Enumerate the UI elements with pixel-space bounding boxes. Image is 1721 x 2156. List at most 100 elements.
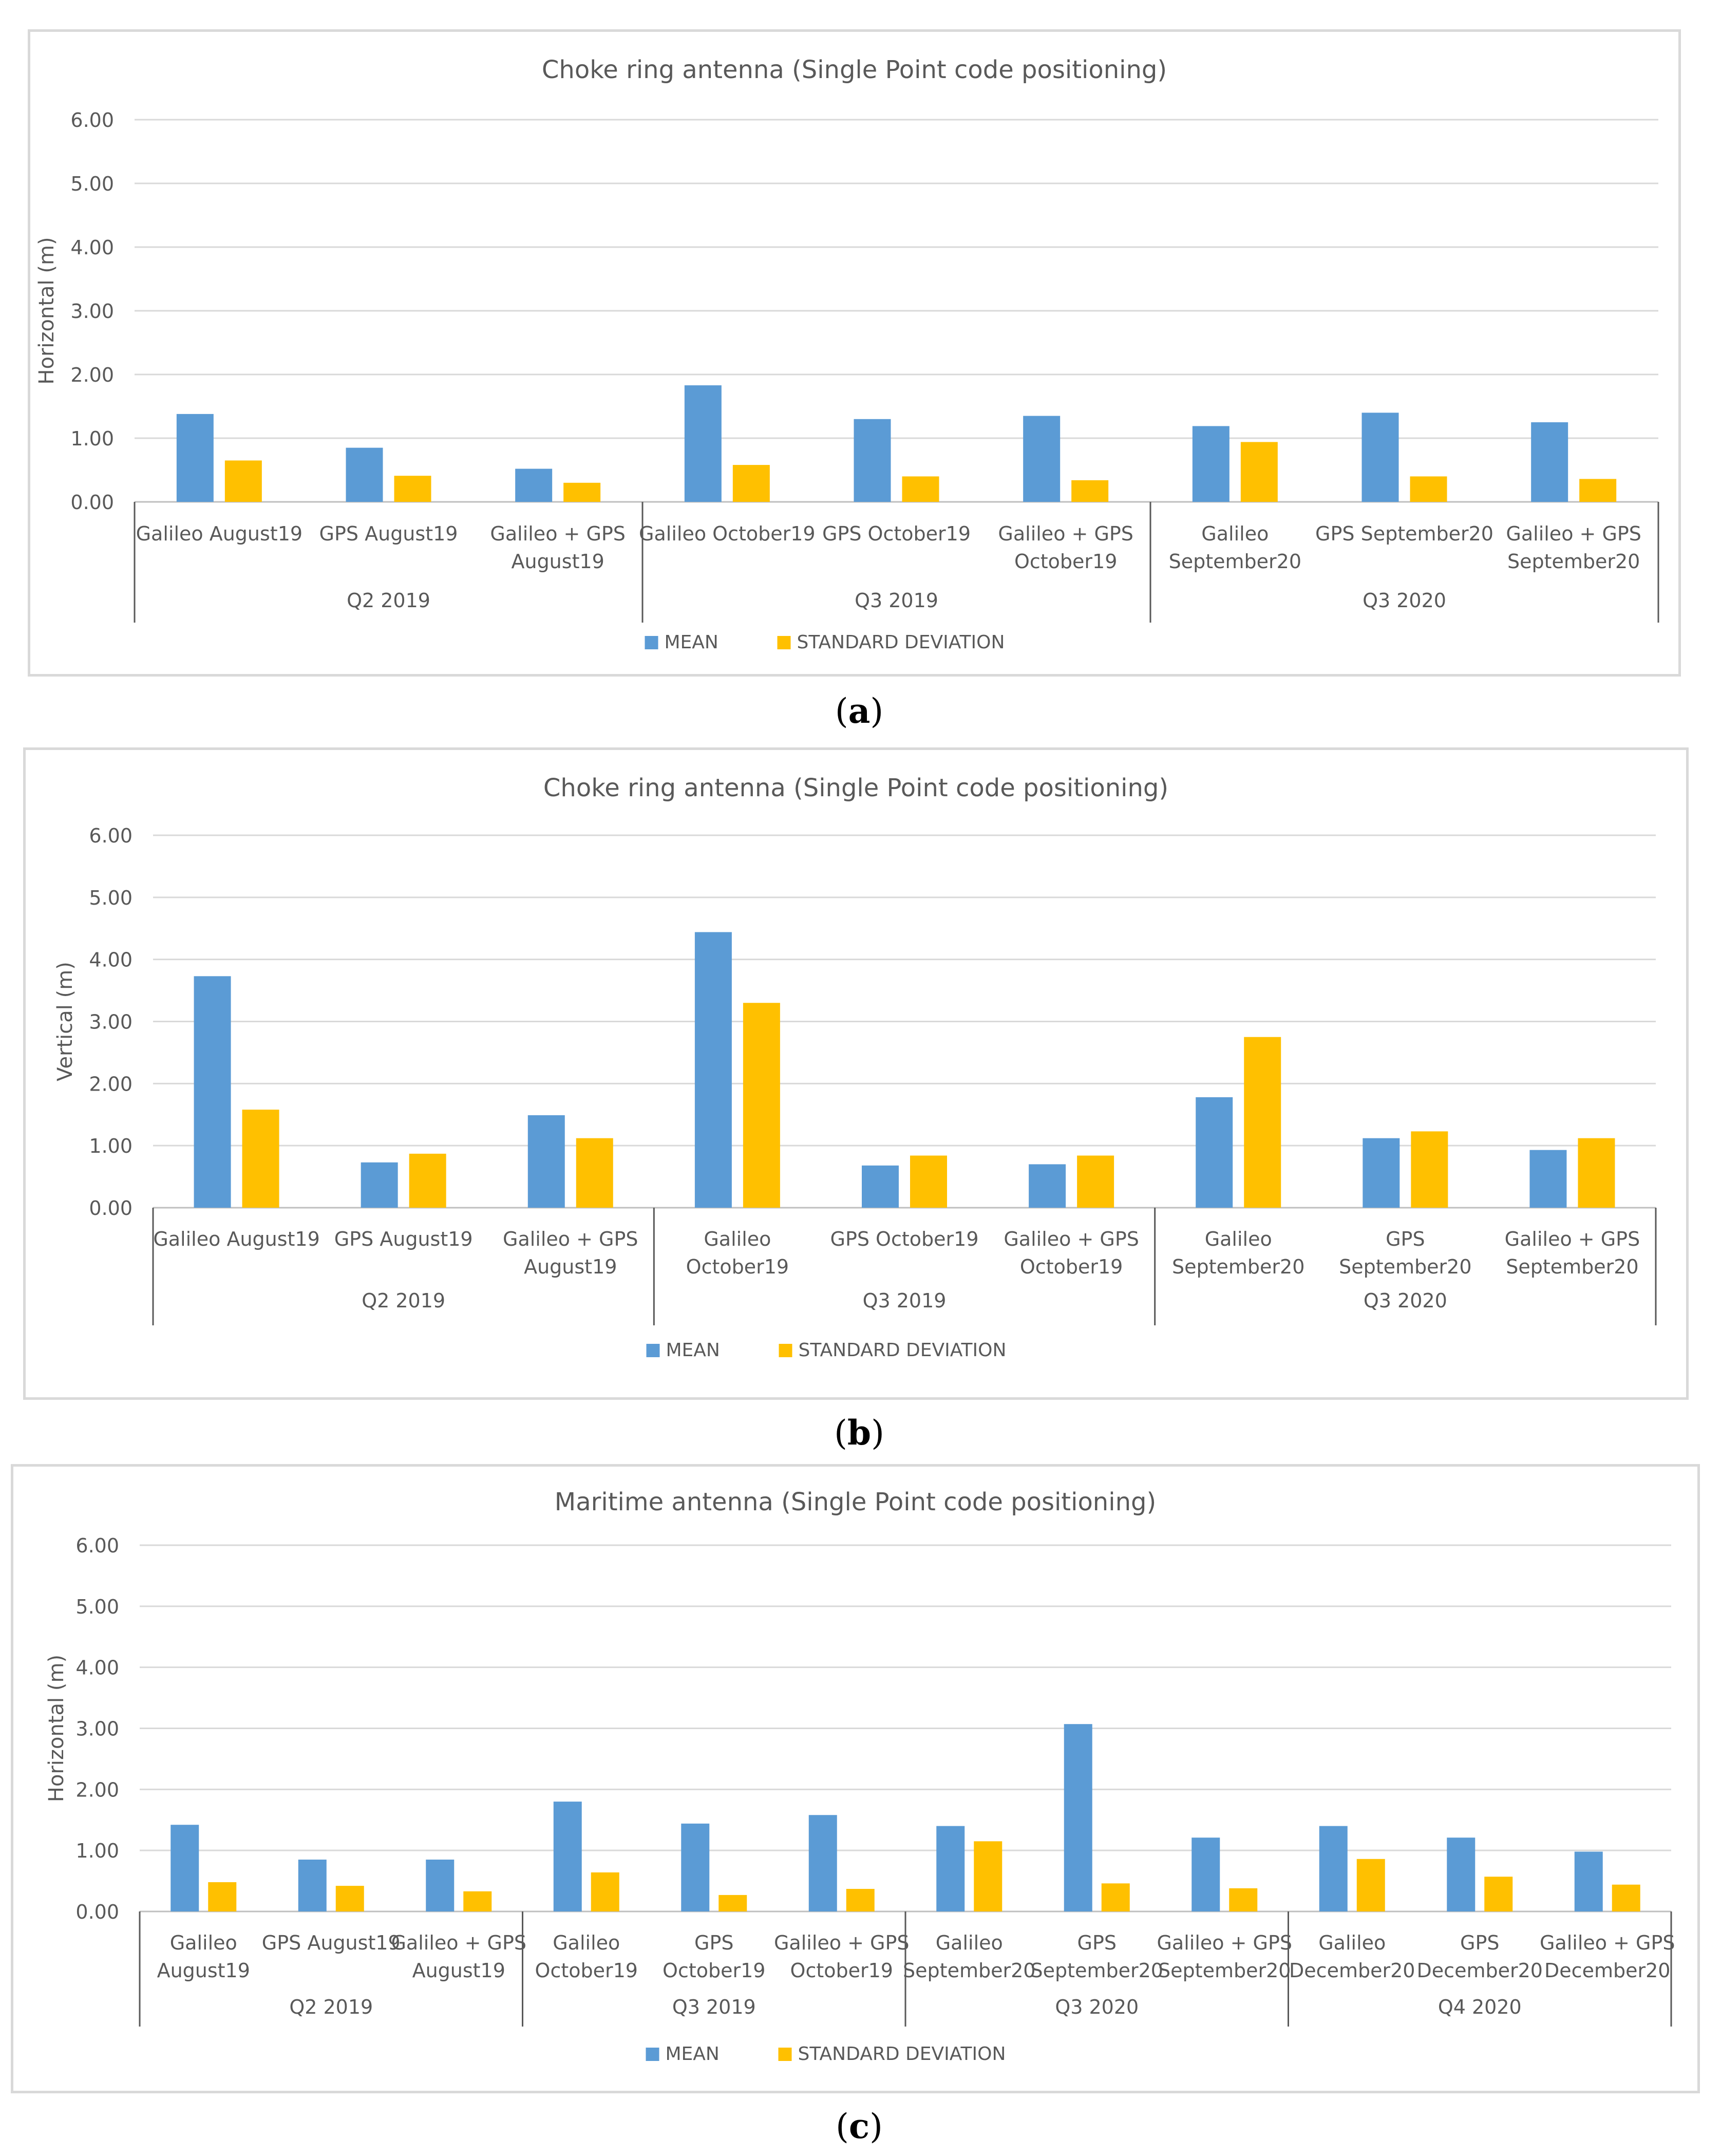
x-group-label: Q3 2019 xyxy=(855,589,938,612)
legend-swatch-std xyxy=(777,636,791,649)
x-category-label: September20 xyxy=(903,1959,1035,1982)
chart-panel-c: Maritime antenna (Single Point code posi… xyxy=(11,1464,1700,2093)
bar-std-1 xyxy=(394,476,431,502)
x-category-label: October19 xyxy=(535,1959,638,1982)
x-category-label: September20 xyxy=(1031,1959,1163,1982)
x-category-label: August19 xyxy=(157,1959,250,1982)
x-category-label: October19 xyxy=(663,1959,765,1982)
x-group-label: Q3 2020 xyxy=(1055,1996,1139,2018)
x-category-label: Galileo + GPS xyxy=(1157,1932,1292,1954)
x-category-label: GPS xyxy=(1460,1932,1499,1954)
legend-swatch-std xyxy=(778,2048,792,2061)
x-group-label: Q3 2020 xyxy=(1363,589,1446,612)
bar-mean-7 xyxy=(1363,1138,1400,1208)
x-category-label: GPS September20 xyxy=(1315,522,1493,545)
legend-swatch-mean xyxy=(645,636,658,649)
chart-b-svg: Choke ring antenna (Single Point code po… xyxy=(53,774,1657,1361)
x-category-label: Galileo + GPS xyxy=(1004,1228,1139,1250)
bar-std-1 xyxy=(409,1153,446,1208)
y-tick-label: 6.00 xyxy=(75,1534,119,1557)
x-category-label: September20 xyxy=(1169,550,1301,573)
x-category-label: September20 xyxy=(1158,1959,1291,1982)
y-tick-label: 0.00 xyxy=(89,1197,133,1220)
bar-std-3 xyxy=(591,1872,619,1911)
chart-panel-b: Choke ring antenna (Single Point code po… xyxy=(23,747,1689,1400)
bar-mean-3 xyxy=(694,932,732,1208)
bar-std-4 xyxy=(902,476,939,502)
bar-std-6 xyxy=(1244,1037,1281,1208)
bar-mean-7 xyxy=(1361,413,1399,502)
y-tick-label: 1.00 xyxy=(70,427,114,450)
x-category-label: Galileo + GPS xyxy=(391,1932,526,1954)
x-category-label: December20 xyxy=(1289,1959,1415,1982)
x-group-label: Q2 2019 xyxy=(347,589,430,612)
x-group-label: Q3 2019 xyxy=(863,1289,947,1312)
x-category-label: August19 xyxy=(412,1959,505,1982)
legend-swatch-std xyxy=(779,1344,792,1357)
bar-std-6 xyxy=(1240,442,1278,502)
bar-mean-5 xyxy=(1029,1164,1066,1208)
x-category-label: October19 xyxy=(1020,1255,1123,1278)
x-category-label: Galileo xyxy=(1201,522,1269,545)
y-tick-label: 1.00 xyxy=(89,1135,133,1157)
bar-mean-8 xyxy=(1192,1838,1220,1911)
bar-mean-1 xyxy=(298,1859,327,1911)
x-category-label: GPS October19 xyxy=(830,1228,979,1250)
bar-std-0 xyxy=(224,460,262,502)
legend-swatch-mean xyxy=(646,2048,659,2061)
x-category-label: Galileo xyxy=(170,1932,237,1954)
bar-mean-0 xyxy=(171,1825,199,1911)
bar-std-6 xyxy=(974,1841,1003,1911)
bar-mean-5 xyxy=(1023,416,1061,502)
bar-std-8 xyxy=(1229,1888,1258,1911)
chart-title: Choke ring antenna (Single Point code po… xyxy=(542,55,1167,84)
legend-label-mean: MEAN xyxy=(665,632,718,653)
legend-label-mean: MEAN xyxy=(666,2043,720,2065)
bar-mean-6 xyxy=(936,1826,965,1911)
bar-std-8 xyxy=(1579,479,1617,502)
x-category-label: October19 xyxy=(1014,550,1117,573)
chart-panel-a: Choke ring antenna (Single Point code po… xyxy=(28,29,1681,677)
bar-std-0 xyxy=(208,1882,237,1911)
bar-std-1 xyxy=(335,1886,364,1911)
y-tick-label: 5.00 xyxy=(89,887,133,909)
y-tick-label: 4.00 xyxy=(75,1657,119,1679)
bar-mean-10 xyxy=(1447,1838,1476,1911)
y-tick-label: 5.00 xyxy=(70,173,114,195)
y-tick-label: 1.00 xyxy=(75,1840,119,1862)
x-category-label: Galileo October19 xyxy=(639,522,816,545)
y-tick-label: 5.00 xyxy=(75,1596,119,1618)
legend-label-std: STANDARD DEVIATION xyxy=(798,2043,1006,2065)
y-tick-label: 3.00 xyxy=(89,1011,133,1034)
bar-mean-3 xyxy=(684,385,722,502)
bar-mean-4 xyxy=(681,1823,710,1911)
x-category-label: Galileo August19 xyxy=(153,1228,319,1250)
x-category-label: GPS October19 xyxy=(822,522,971,545)
bar-mean-0 xyxy=(194,976,231,1208)
x-category-label: GPS xyxy=(694,1932,733,1954)
x-category-label: Galileo xyxy=(704,1228,771,1250)
legend-label-std: STANDARD DEVIATION xyxy=(799,1340,1007,1361)
bar-std-5 xyxy=(1077,1155,1114,1208)
x-group-label: Q3 2019 xyxy=(672,1996,756,2018)
chart-c-svg: Maritime antenna (Single Point code posi… xyxy=(45,1488,1675,2065)
x-category-label: Galileo + GPS xyxy=(1505,1228,1640,1250)
x-category-label: Galileo xyxy=(1205,1228,1272,1250)
x-category-label: GPS August19 xyxy=(262,1932,401,1954)
bar-mean-2 xyxy=(527,1115,565,1208)
bar-mean-0 xyxy=(176,414,214,502)
bar-std-11 xyxy=(1612,1884,1640,1911)
x-category-label: December20 xyxy=(1544,1959,1670,1982)
bar-mean-2 xyxy=(426,1859,455,1911)
x-category-label: GPS xyxy=(1386,1228,1425,1250)
y-tick-label: 4.00 xyxy=(89,949,133,971)
x-category-label: Galileo August19 xyxy=(136,522,302,545)
x-category-label: Galileo + GPS xyxy=(774,1932,910,1954)
y-tick-label: 3.00 xyxy=(70,300,114,323)
x-category-label: GPS August19 xyxy=(319,522,458,545)
bar-std-5 xyxy=(846,1889,875,1911)
x-category-label: Galileo + GPS xyxy=(490,522,626,545)
bar-std-8 xyxy=(1578,1138,1615,1208)
x-category-label: Galileo + GPS xyxy=(1506,522,1641,545)
x-group-label: Q4 2020 xyxy=(1438,1996,1522,2018)
